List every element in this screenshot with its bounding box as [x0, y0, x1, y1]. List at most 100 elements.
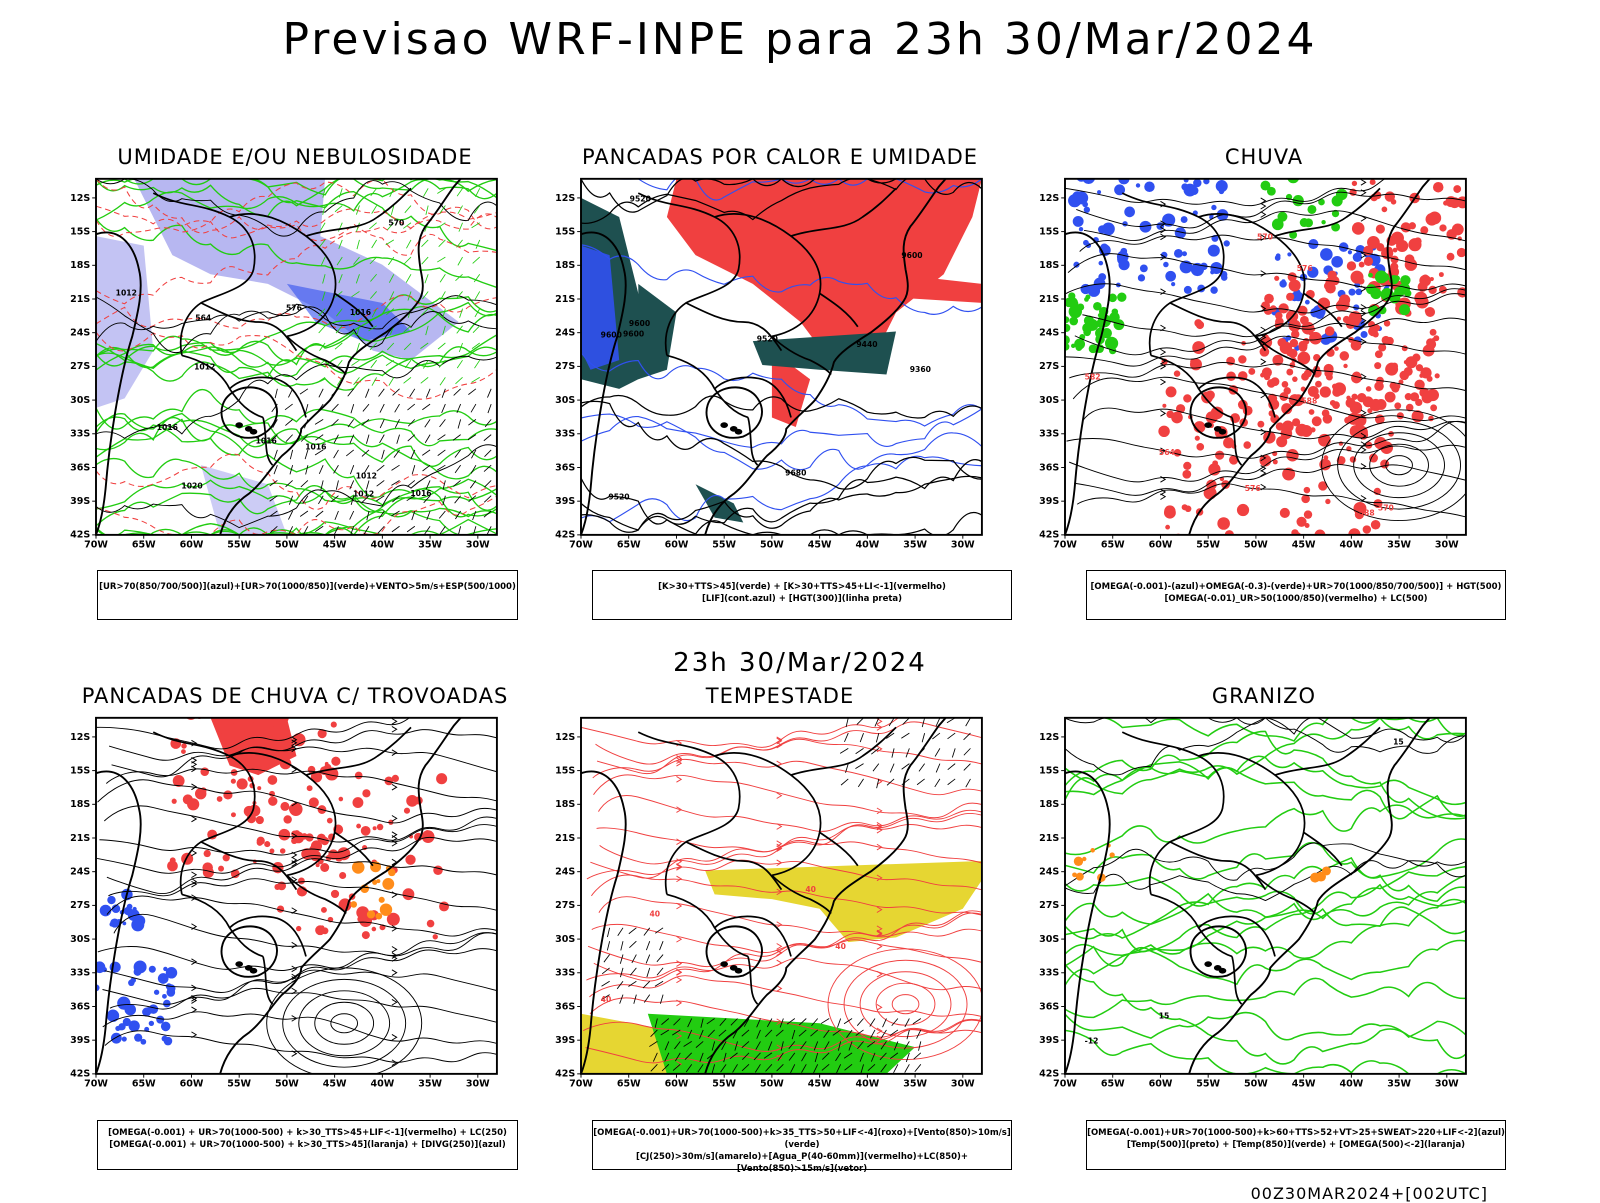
state-border [819, 292, 859, 328]
wind-vector [454, 495, 461, 504]
state-border [771, 874, 832, 915]
wind-vector [338, 274, 343, 284]
lat-tick-label: 15S [70, 226, 90, 237]
field-patch [295, 925, 302, 932]
eddy-circulation [859, 971, 952, 1038]
state-border [685, 302, 783, 352]
lon-tick-label: 70W [1053, 539, 1077, 550]
wind-vector [315, 434, 324, 441]
streamline [587, 928, 982, 967]
field-patch [1292, 376, 1298, 382]
wind-vector [284, 403, 293, 411]
wind-vector [474, 308, 481, 318]
wind-vector [870, 1029, 876, 1039]
wind-vector [649, 1041, 658, 1047]
field-patch [356, 823, 361, 829]
flow-arrow [676, 960, 683, 967]
contour-line [96, 301, 497, 379]
flow-arrow [776, 845, 783, 852]
state-border [714, 376, 792, 418]
field-patch [1093, 301, 1102, 311]
wind-vector [741, 1029, 750, 1037]
lat-tick-label: 39S [555, 496, 575, 507]
wind-vector [302, 495, 309, 504]
field-patch [181, 743, 187, 749]
field-patch [1380, 459, 1390, 469]
wind-vector [813, 1064, 819, 1074]
lat-tick-label: 18S [555, 799, 575, 810]
contour-line [1065, 860, 1466, 902]
field-patch [1165, 524, 1170, 530]
wind-vector [474, 291, 481, 300]
flow-arrow [776, 943, 783, 950]
wind-vector [905, 748, 910, 758]
field-patch [121, 1036, 127, 1042]
legend-pancadas-calor: [K>30+TTS>45](verde) + [K>30+TTS>45+LI<-… [592, 570, 1012, 620]
streamline [591, 910, 982, 953]
lon-tick-label: 40W [1339, 539, 1363, 550]
field-patch [1275, 253, 1281, 259]
wind-vector [845, 717, 849, 728]
weather-map: 40 40 40 40 12S 15S 18S 21S 24S 27S 30S 33S 36S 39S 42… [555, 716, 983, 1089]
lat-tick-label: 18S [70, 260, 90, 271]
flow-arrow [291, 941, 298, 949]
flow-arrow [876, 1035, 883, 1043]
field-patch [1345, 319, 1356, 329]
field-patch [1286, 449, 1299, 462]
field-patch [1319, 458, 1331, 471]
wind-vector [404, 359, 412, 369]
flow-arrow [391, 925, 398, 932]
field-patch [1419, 274, 1431, 287]
wind-vector [349, 510, 355, 520]
wind-vector [442, 495, 446, 506]
flow-arrow [191, 871, 198, 879]
flow-arrow [776, 921, 783, 928]
panel-title: GRANIZO [1211, 684, 1317, 708]
field-patch [181, 852, 194, 865]
wind-vector [333, 434, 339, 444]
lat-tick-label: 30S [1039, 395, 1059, 406]
contour-line [96, 355, 497, 439]
wind-vector [776, 1064, 784, 1072]
wind-vector [305, 403, 309, 414]
flow-arrow [1360, 285, 1367, 292]
panel-pancadas-trovoadas: PANCADAS DE CHUVA C/ TROVOADAS 12S 15S 18S… [45, 684, 545, 1164]
flow-arrow [1160, 220, 1167, 227]
state-border [200, 841, 298, 891]
streamline [1067, 253, 1466, 291]
wind-vector [437, 449, 446, 456]
field-patch [406, 794, 419, 807]
wind-vector [921, 717, 926, 728]
lagoon [734, 967, 743, 974]
field-patch [326, 817, 333, 824]
contour-line [96, 518, 497, 535]
flow-arrow [1260, 305, 1267, 312]
wind-vector [848, 1041, 853, 1051]
wind-vector [484, 480, 492, 488]
flow-arrow [191, 880, 198, 888]
field-patch [1321, 866, 1331, 876]
jet-stream-field [581, 1013, 686, 1074]
wind-vector [879, 1052, 887, 1061]
lat-tick-label: 42S [555, 1069, 575, 1080]
field-patch [350, 901, 358, 908]
lon-tick-label: 70W [84, 1078, 108, 1089]
field-patch [1405, 403, 1414, 412]
wind-vector [754, 1064, 761, 1073]
state-border [790, 187, 897, 237]
field-patch [1347, 250, 1353, 255]
field-patch [268, 796, 278, 806]
field-patch [1358, 261, 1365, 268]
wind-vector [843, 1052, 853, 1059]
lat-tick-label: 15S [555, 765, 575, 776]
wind-vector [318, 495, 324, 505]
wind-vector [468, 495, 477, 503]
wind-vector [904, 1064, 910, 1073]
field-patch [1308, 409, 1315, 415]
eddy-circulation [1321, 409, 1466, 522]
wind-vector [700, 1018, 704, 1028]
contour-line [96, 485, 497, 527]
lat-tick-label: 15S [1039, 226, 1059, 237]
field-patch [223, 790, 233, 800]
wind-vector [437, 434, 446, 441]
